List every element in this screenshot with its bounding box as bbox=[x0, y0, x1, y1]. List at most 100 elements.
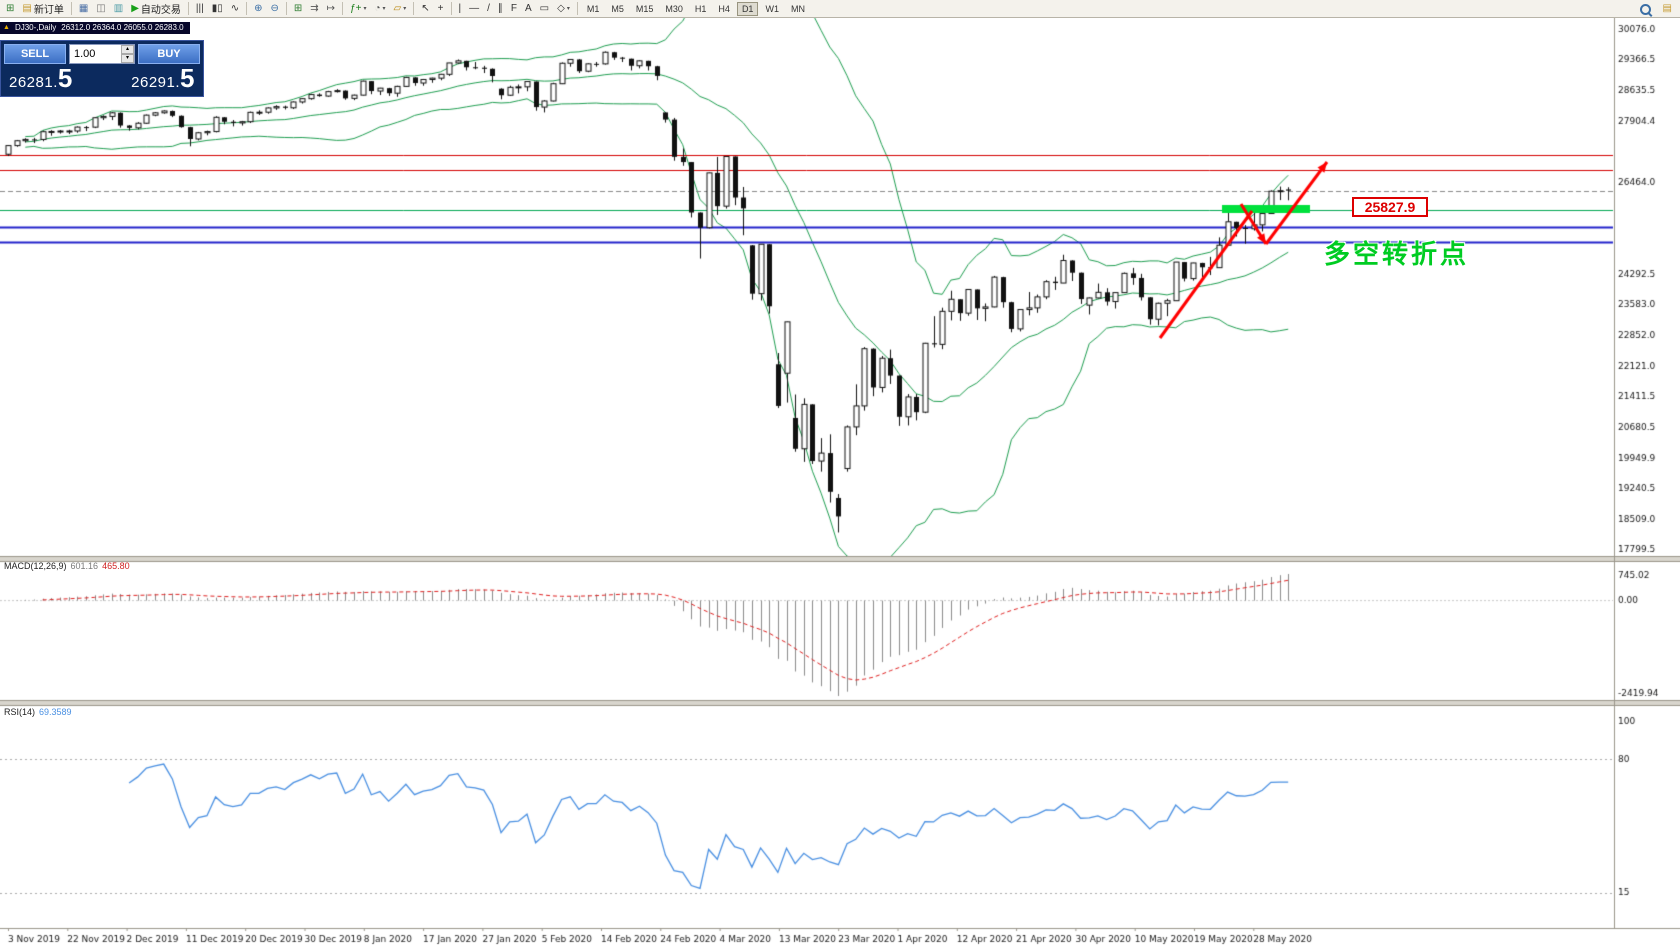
toolbar-separator bbox=[246, 2, 248, 15]
timeframe-MN[interactable]: MN bbox=[786, 2, 810, 16]
buy-button[interactable]: BUY bbox=[138, 44, 200, 64]
toolbar-group: | — / ∥ F A ▭ ◇ ▾ bbox=[455, 0, 574, 18]
toolbar-group: ⊞ ⇉ ↦ bbox=[290, 0, 339, 18]
indicators-dropdown-caret: ▾ bbox=[363, 6, 367, 12]
timeframe-group: M1 M5 M15 M30 H1 H4 D1 W1 MN bbox=[581, 0, 811, 18]
toolbar-separator bbox=[342, 2, 344, 15]
toolbar-group: ▦ ◫ ▥ ▶ 自动交易 bbox=[75, 0, 185, 18]
fibonacci-button[interactable]: F bbox=[507, 1, 521, 17]
zoom-in-button[interactable]: ⊕ bbox=[250, 1, 266, 17]
vertical-line-icon: | bbox=[458, 2, 462, 14]
toolbar-separator bbox=[70, 2, 72, 15]
toolbar-group: ⊞ ▤ 新订单 bbox=[2, 0, 68, 18]
periods-button[interactable]: ◔ ▾ bbox=[370, 1, 389, 17]
candlestick-chart-button[interactable]: ▮▯ bbox=[208, 1, 227, 17]
templates-button[interactable]: ▱ ▾ bbox=[390, 1, 411, 17]
horizontal-line-button[interactable]: — bbox=[465, 1, 483, 17]
text-icon: A bbox=[525, 2, 532, 14]
price-chart-canvas[interactable] bbox=[0, 18, 1680, 947]
shapes-button[interactable]: ◇ ▾ bbox=[553, 1, 574, 17]
buy-price: 26291.5 bbox=[131, 63, 195, 93]
rsi-indicator-label: RSI(14) 69.3589 bbox=[4, 707, 72, 717]
volume-input[interactable] bbox=[70, 45, 118, 63]
trade-panel-buttons-row: SELL ▴ ▾ BUY bbox=[4, 44, 200, 64]
auto-scroll-icon: ⇉ bbox=[310, 2, 319, 14]
chart-shift-button[interactable]: ↦ bbox=[323, 1, 339, 17]
templates-icon: ▱ bbox=[393, 2, 402, 14]
label-icon: ▭ bbox=[539, 2, 550, 14]
toolbar-separator bbox=[576, 2, 578, 15]
sell-button[interactable]: SELL bbox=[4, 44, 66, 64]
timeframe-D1[interactable]: D1 bbox=[736, 1, 759, 16]
volume-down-button[interactable]: ▾ bbox=[121, 54, 134, 63]
timeframe-M1[interactable]: M1 bbox=[582, 2, 605, 16]
label-button[interactable]: ▭ bbox=[536, 1, 553, 17]
search-icon bbox=[1639, 3, 1651, 15]
notes-icon[interactable]: ▤ bbox=[1659, 1, 1676, 17]
line-chart-button[interactable]: ∿ bbox=[227, 1, 243, 17]
auto-trading-button-label: 自动交易 bbox=[140, 5, 181, 16]
terminal-icon: ▥ bbox=[113, 2, 124, 14]
toolbar-separator bbox=[285, 2, 287, 15]
periods-icon: ◔ bbox=[374, 2, 381, 14]
crosshair-icon: + bbox=[437, 2, 444, 14]
toolbar-group: ƒ+ ▾ ◔ ▾ ▱ ▾ bbox=[346, 0, 410, 18]
trendline-icon: / bbox=[487, 2, 490, 14]
trendline-button[interactable]: / bbox=[483, 1, 494, 17]
channel-icon: ∥ bbox=[497, 2, 503, 14]
horizontal-line-icon: — bbox=[469, 2, 480, 14]
volume-spinner: ▴ ▾ bbox=[121, 45, 134, 63]
timeframe-M5[interactable]: M5 bbox=[606, 2, 629, 16]
new-order-button[interactable]: ▤ 新订单 bbox=[18, 1, 67, 17]
toolbar-separator bbox=[450, 2, 452, 15]
sell-price: 26281.5 bbox=[9, 63, 73, 93]
new-order-button-label: 新订单 bbox=[33, 5, 64, 16]
channel-button[interactable]: ∥ bbox=[494, 1, 507, 17]
indicators-icon: ƒ+ bbox=[350, 2, 362, 14]
indicators-button[interactable]: ƒ+ ▾ bbox=[346, 1, 370, 17]
one-click-trading-panel: SELL ▴ ▾ BUY 26281.5 26291.5 bbox=[0, 40, 204, 97]
crosshair-button[interactable]: + bbox=[434, 1, 448, 17]
auto-scroll-button[interactable]: ⇉ bbox=[306, 1, 322, 17]
timeframe-M15[interactable]: M15 bbox=[631, 2, 659, 16]
timeframe-W1[interactable]: W1 bbox=[760, 2, 784, 16]
bar-chart-button[interactable]: ||| bbox=[192, 1, 208, 17]
market-watch-icon: ▦ bbox=[78, 2, 89, 14]
chart-shift-icon: ↦ bbox=[326, 2, 336, 14]
terminal-button[interactable]: ▥ bbox=[110, 1, 127, 17]
periods-dropdown-caret: ▾ bbox=[382, 6, 386, 12]
notes-icon: ▤ bbox=[1662, 3, 1672, 14]
text-button[interactable]: A bbox=[521, 1, 536, 17]
tile-windows-button[interactable]: ⊞ bbox=[290, 1, 306, 17]
timeframe-M30[interactable]: M30 bbox=[660, 2, 688, 16]
navigator-button[interactable]: ◫ bbox=[92, 1, 109, 17]
cursor-button[interactable]: ↖ bbox=[417, 1, 433, 17]
zoom-out-button[interactable]: ⊖ bbox=[267, 1, 283, 17]
toolbar-group: ||| ▮▯ ∿ bbox=[192, 0, 243, 18]
new-chart-button[interactable]: ⊞ bbox=[2, 1, 18, 17]
volume-box: ▴ ▾ bbox=[69, 44, 135, 64]
bar-chart-icon: ||| bbox=[195, 2, 204, 14]
vertical-line-button[interactable]: | bbox=[455, 1, 466, 17]
chart-tab-ohlc: 26312.0 26364.0 26055.0 26283.0 bbox=[61, 23, 184, 32]
toolbar-right-group: ▤ bbox=[1636, 0, 1676, 18]
chart-window-tab[interactable]: ▲ DJ30-,Daily 26312.0 26364.0 26055.0 26… bbox=[0, 22, 190, 34]
toolbar-group: ⊕ ⊖ bbox=[250, 0, 283, 18]
turning-point-annotation[interactable]: 多空转折点 bbox=[1324, 239, 1470, 269]
search-icon[interactable] bbox=[1636, 1, 1655, 17]
volume-up-button[interactable]: ▴ bbox=[121, 45, 134, 54]
chart-tab-title: DJ30-,Daily bbox=[14, 23, 57, 32]
auto-trading-button[interactable]: ▶ 自动交易 bbox=[127, 1, 185, 17]
new-order-icon: ▤ bbox=[22, 2, 32, 14]
candlestick-chart-icon: ▮▯ bbox=[211, 2, 223, 14]
market-watch-button[interactable]: ▦ bbox=[75, 1, 92, 17]
toolbar-separator bbox=[413, 2, 415, 15]
support-price-label[interactable]: 25827.9 bbox=[1352, 197, 1428, 217]
new-chart-icon: ⊞ bbox=[6, 2, 15, 14]
templates-dropdown-caret: ▾ bbox=[403, 6, 407, 12]
line-chart-icon: ∿ bbox=[230, 2, 240, 14]
zoom-out-icon: ⊖ bbox=[270, 2, 279, 14]
timeframe-H4[interactable]: H4 bbox=[713, 2, 735, 16]
timeframe-H1[interactable]: H1 bbox=[690, 2, 712, 16]
toolbar-separator bbox=[187, 2, 189, 15]
